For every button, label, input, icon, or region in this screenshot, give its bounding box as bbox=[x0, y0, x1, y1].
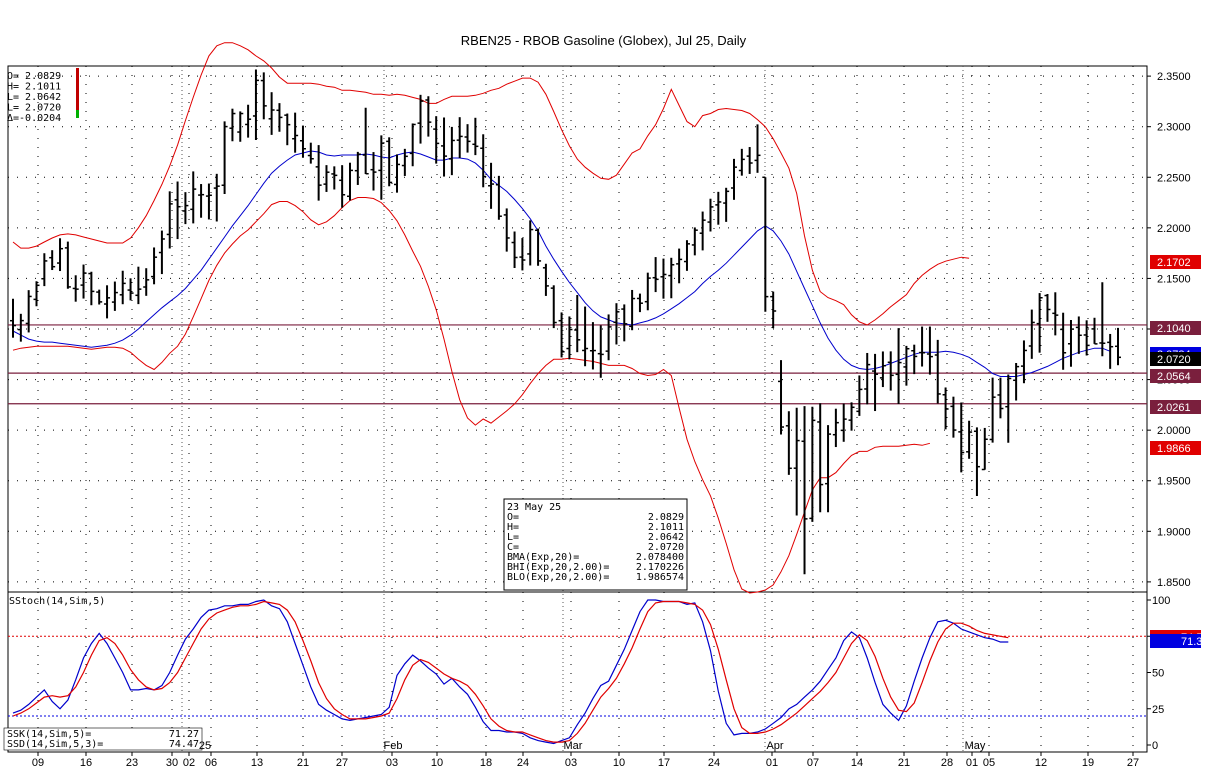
y-tick-label: 1.8500 bbox=[1157, 577, 1191, 589]
value-tag-label: 2.1040 bbox=[1157, 323, 1191, 335]
readout-delta-bar bbox=[76, 110, 79, 118]
osc-y-tick-label: 0 bbox=[1152, 740, 1158, 752]
value-tag-label: 2.0564 bbox=[1157, 371, 1191, 383]
month-label: 25 bbox=[199, 740, 211, 752]
x-tick-label: 10 bbox=[613, 757, 625, 769]
osc-series-1 bbox=[12, 600, 1009, 743]
ohlc-readout-line: Δ=-0.0204 bbox=[7, 113, 61, 124]
info-box-label: BLO(Exp,20,2.00)= bbox=[507, 572, 609, 583]
info-box-value: 2.0642 bbox=[648, 532, 684, 543]
osc-legend-box bbox=[3, 727, 203, 751]
month-label: Feb bbox=[384, 740, 403, 752]
value-tag bbox=[1150, 441, 1201, 455]
osc-legend-value: 71.27 bbox=[169, 729, 199, 740]
series-line-1 bbox=[12, 42, 970, 326]
info-box-value: 2.1011 bbox=[648, 522, 684, 533]
info-box-date: 23 May 25 bbox=[507, 502, 561, 513]
info-box-value: 2.0720 bbox=[648, 542, 684, 553]
y-tick-label: 2.2500 bbox=[1157, 172, 1191, 184]
ohlc-readout-line: H= 2.1011 bbox=[7, 82, 61, 93]
x-tick-label: 27 bbox=[1127, 757, 1139, 769]
info-box-value: 2.0829 bbox=[648, 512, 684, 523]
x-tick-label: 28 bbox=[941, 757, 953, 769]
y-tick-label: 2.3000 bbox=[1157, 122, 1191, 134]
osc-value-tag bbox=[1150, 634, 1201, 648]
value-tag bbox=[1150, 255, 1201, 269]
x-tick-label: 24 bbox=[517, 757, 529, 769]
info-box-label: C= bbox=[507, 542, 519, 553]
value-tag-label: 2.0261 bbox=[1157, 402, 1191, 414]
info-box-value: 2.078400 bbox=[636, 552, 684, 563]
osc-legend-label: SSD(14,Sim,5,3)= bbox=[7, 739, 103, 750]
x-tick-label: 27 bbox=[336, 757, 348, 769]
value-tag-label: 1.9866 bbox=[1157, 443, 1191, 455]
value-tag-label: 2.1702 bbox=[1157, 257, 1191, 269]
value-tag bbox=[1150, 400, 1201, 414]
x-tick-label: 21 bbox=[898, 757, 910, 769]
x-tick-label: 13 bbox=[251, 757, 263, 769]
y-tick-label: 1.9000 bbox=[1157, 526, 1191, 538]
x-tick-label: 03 bbox=[386, 757, 398, 769]
value-tag-label: 2.0720 bbox=[1157, 354, 1191, 366]
y-tick-label: 2.3500 bbox=[1157, 71, 1191, 83]
info-box-label: BHI(Exp,20,2.00)= bbox=[507, 562, 609, 573]
y-tick-label: 1.9500 bbox=[1157, 476, 1191, 488]
month-label: Mar bbox=[564, 740, 583, 752]
month-label: Apr bbox=[766, 740, 783, 752]
x-tick-label: 30 bbox=[166, 757, 178, 769]
x-tick-label: 24 bbox=[708, 757, 720, 769]
info-box-label: H= bbox=[507, 522, 519, 533]
x-tick-label: 02 bbox=[183, 757, 195, 769]
readout-range-bar bbox=[76, 68, 79, 110]
osc-y-tick-label: 50 bbox=[1152, 668, 1164, 680]
ohlc-readout-line: L= 2.0720 bbox=[7, 103, 61, 114]
value-tag bbox=[1150, 321, 1201, 335]
x-tick-label: 14 bbox=[851, 757, 863, 769]
x-tick-label: 06 bbox=[205, 757, 217, 769]
x-tick-label: 09 bbox=[32, 757, 44, 769]
y-tick-label: 2.2000 bbox=[1157, 223, 1191, 235]
ohlc-readout-line: L= 2.0642 bbox=[7, 92, 61, 103]
osc-y-tick-label: 100 bbox=[1152, 595, 1170, 607]
osc-y-tick-label: 25 bbox=[1152, 704, 1164, 716]
chart-title: RBEN25 - RBOB Gasoline (Globex), Jul 25,… bbox=[460, 33, 747, 48]
x-tick-label: 16 bbox=[80, 757, 92, 769]
x-tick-label: 10 bbox=[431, 757, 443, 769]
x-tick-label: 18 bbox=[480, 757, 492, 769]
y-tick-label: 2.1500 bbox=[1157, 273, 1191, 285]
osc-value-tag-label: 71.3 bbox=[1181, 636, 1202, 648]
y-tick-label: 2.0000 bbox=[1157, 425, 1191, 437]
x-tick-label: 05 bbox=[983, 757, 995, 769]
x-tick-label: 17 bbox=[658, 757, 670, 769]
osc-legend-value: 74.47 bbox=[169, 739, 199, 750]
x-tick-label: 03 bbox=[565, 757, 577, 769]
x-tick-label: 21 bbox=[297, 757, 309, 769]
info-box bbox=[503, 498, 688, 591]
osc-title: SStoch(14,Sim,5) bbox=[9, 596, 105, 607]
info-box-value: 1.986574 bbox=[636, 572, 684, 583]
x-tick-label: 23 bbox=[126, 757, 138, 769]
x-tick-label: 12 bbox=[1035, 757, 1047, 769]
osc-legend-label: SSK(14,Sim,5)= bbox=[7, 729, 91, 740]
series-line-2 bbox=[12, 197, 931, 594]
ohlc-readout-line: O= 2.0829 bbox=[7, 71, 61, 82]
x-tick-label: 01 bbox=[966, 757, 978, 769]
info-box-value: 2.170226 bbox=[636, 562, 684, 573]
info-box-label: BMA(Exp,20)= bbox=[507, 552, 579, 563]
osc-series-0 bbox=[12, 599, 1009, 745]
info-box-label: L= bbox=[507, 532, 519, 543]
month-label: May bbox=[965, 740, 986, 752]
x-tick-label: 07 bbox=[807, 757, 819, 769]
series-line-0 bbox=[12, 150, 1111, 377]
x-tick-label: 19 bbox=[1082, 757, 1094, 769]
x-tick-label: 01 bbox=[766, 757, 778, 769]
info-box-label: O= bbox=[507, 512, 519, 523]
value-tag bbox=[1150, 352, 1201, 366]
value-tag bbox=[1150, 369, 1201, 383]
